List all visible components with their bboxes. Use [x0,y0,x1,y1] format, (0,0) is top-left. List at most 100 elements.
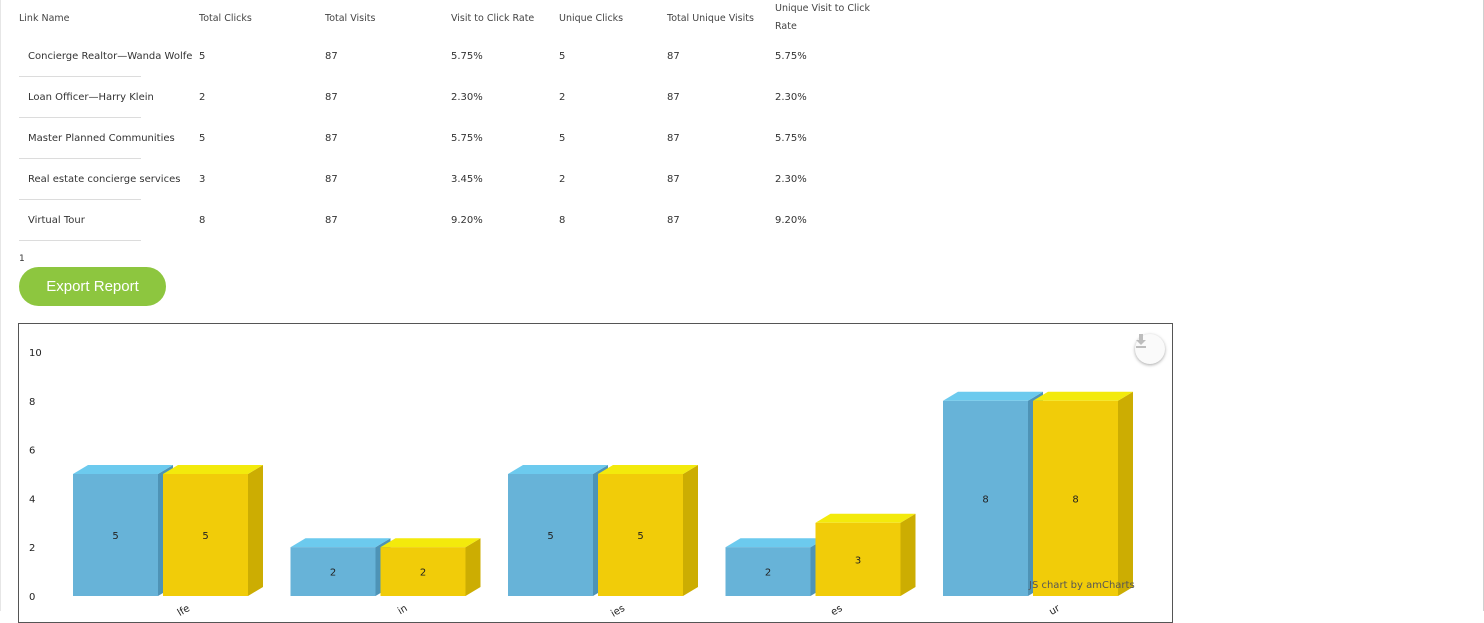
header-total-unique-visits[interactable]: Total Unique Visits [667,12,754,24]
bar [725,547,811,596]
cell-unique-clicks: 2 [559,174,566,185]
bar [943,400,1028,596]
header-unique-visit-to-click-rate[interactable]: Unique Visit to Click Rate [775,3,870,32]
cell-total-clicks: 2 [199,92,206,103]
bar-value-label: 3 [855,555,861,566]
y-tick-label: 0 [29,592,35,603]
table-row: Virtual Tour 8 87 9.20% 8 87 9.20% [19,200,875,241]
cell-link-name: Loan Officer—Harry Klein [19,77,199,118]
bar-value-label: 2 [420,568,426,579]
cell-link-name: Concierge Realtor—Wanda Wolfe [19,36,199,77]
y-tick-label: 6 [29,446,35,457]
chart-download-button[interactable] [1135,334,1165,364]
y-tick-label: 4 [29,494,35,505]
bar-side [683,465,698,596]
cell-unique-clicks: 8 [559,215,566,226]
bar-value-label: 5 [202,531,208,542]
cell-unique-visit-to-click-rate: 2.30% [775,174,807,185]
bar-top [943,391,1043,401]
bar-value-label: 2 [765,568,771,579]
table-header-row: Link Name Total Clicks Total Visits Visi… [19,0,875,36]
table-row: Loan Officer—Harry Klein 2 87 2.30% 2 87… [19,77,875,118]
cell-unique-visit-to-click-rate: 9.20% [775,215,807,226]
cell-visit-to-click-rate: 5.75% [451,133,483,144]
bar-value-label: 8 [982,494,988,505]
x-tick-label: in [396,603,409,617]
bar-chart: 0 2 4 6 8 10 5 5 lfe 2 2 in 5 5 ies 2 3 es 8 8 ur JS chart b… [18,323,1173,623]
cell-total-clicks: 5 [199,51,206,62]
cell-visit-to-click-rate: 3.45% [451,174,483,185]
left-border [0,0,1,611]
bar-value-label: 5 [637,531,643,542]
y-tick-label: 8 [29,397,35,408]
cell-total-unique-visits: 87 [667,215,680,226]
bar-side [465,538,481,596]
cell-total-visits: 87 [325,174,338,185]
cell-unique-visit-to-click-rate: 5.75% [775,133,807,144]
header-unique-clicks[interactable]: Unique Clicks [559,12,624,24]
cell-unique-clicks: 2 [559,92,566,103]
chart-credit[interactable]: JS chart by amCharts [1029,580,1135,591]
cell-link-name: Master Planned Communities [19,118,199,159]
bar [508,474,593,596]
cell-unique-clicks: 5 [559,51,566,62]
cell-total-visits: 87 [325,51,338,62]
bar [598,474,683,596]
header-link-name[interactable]: Link Name [19,12,70,24]
cell-total-visits: 87 [325,92,338,103]
cell-total-unique-visits: 87 [667,51,680,62]
bar-top [815,513,916,523]
bar-top [1033,391,1133,401]
cell-total-unique-visits: 87 [667,92,680,103]
header-total-visits[interactable]: Total Visits [325,12,376,24]
bar [1033,400,1118,596]
cell-link-name: Virtual Tour [19,200,199,241]
bar [73,474,158,596]
bar-side [1118,391,1133,596]
cell-visit-to-click-rate: 5.75% [451,51,483,62]
cell-total-visits: 87 [325,215,338,226]
bar-value-label: 2 [330,568,336,579]
header-total-clicks[interactable]: Total Clicks [199,12,252,24]
cell-total-clicks: 8 [199,215,206,226]
table-row: Real estate concierge services 3 87 3.45… [19,159,875,200]
cell-total-visits: 87 [325,133,338,144]
cell-visit-to-click-rate: 2.30% [451,92,483,103]
bar-value-label: 5 [547,531,553,542]
bar-value-label: 8 [1072,494,1078,505]
cell-total-unique-visits: 87 [667,133,680,144]
bar [290,547,376,596]
download-icon [1136,334,1146,348]
x-tick-label: ur [1047,603,1062,618]
bar-top [163,465,263,474]
cell-visit-to-click-rate: 9.20% [451,215,483,226]
y-tick-label: 2 [29,543,35,554]
bar [815,522,901,596]
bar-top [725,538,826,548]
cell-total-clicks: 5 [199,133,206,144]
bar-top [508,465,608,474]
bar-side [900,513,916,596]
bar-top [73,465,173,474]
pagination-page[interactable]: 1 [19,254,25,264]
cell-total-unique-visits: 87 [667,174,680,185]
bar [163,474,248,596]
cell-unique-visit-to-click-rate: 5.75% [775,51,807,62]
cell-link-name: Real estate concierge services [19,159,199,200]
table-row: Master Planned Communities 5 87 5.75% 5 … [19,118,875,159]
bar-side [248,465,263,596]
bar-top [380,538,481,548]
cell-unique-clicks: 5 [559,133,566,144]
x-tick-label: ies [609,603,627,620]
export-report-button[interactable]: Export Report [19,267,166,306]
cell-total-clicks: 3 [199,174,206,185]
cell-unique-visit-to-click-rate: 2.30% [775,92,807,103]
header-visit-to-click-rate[interactable]: Visit to Click Rate [451,12,535,24]
y-tick-label: 10 [29,348,42,359]
report-table: Link Name Total Clicks Total Visits Visi… [19,0,875,241]
table-row: Concierge Realtor—Wanda Wolfe 5 87 5.75%… [19,36,875,77]
bar [380,547,466,596]
bar-top [290,538,391,548]
bar-value-label: 5 [112,531,118,542]
